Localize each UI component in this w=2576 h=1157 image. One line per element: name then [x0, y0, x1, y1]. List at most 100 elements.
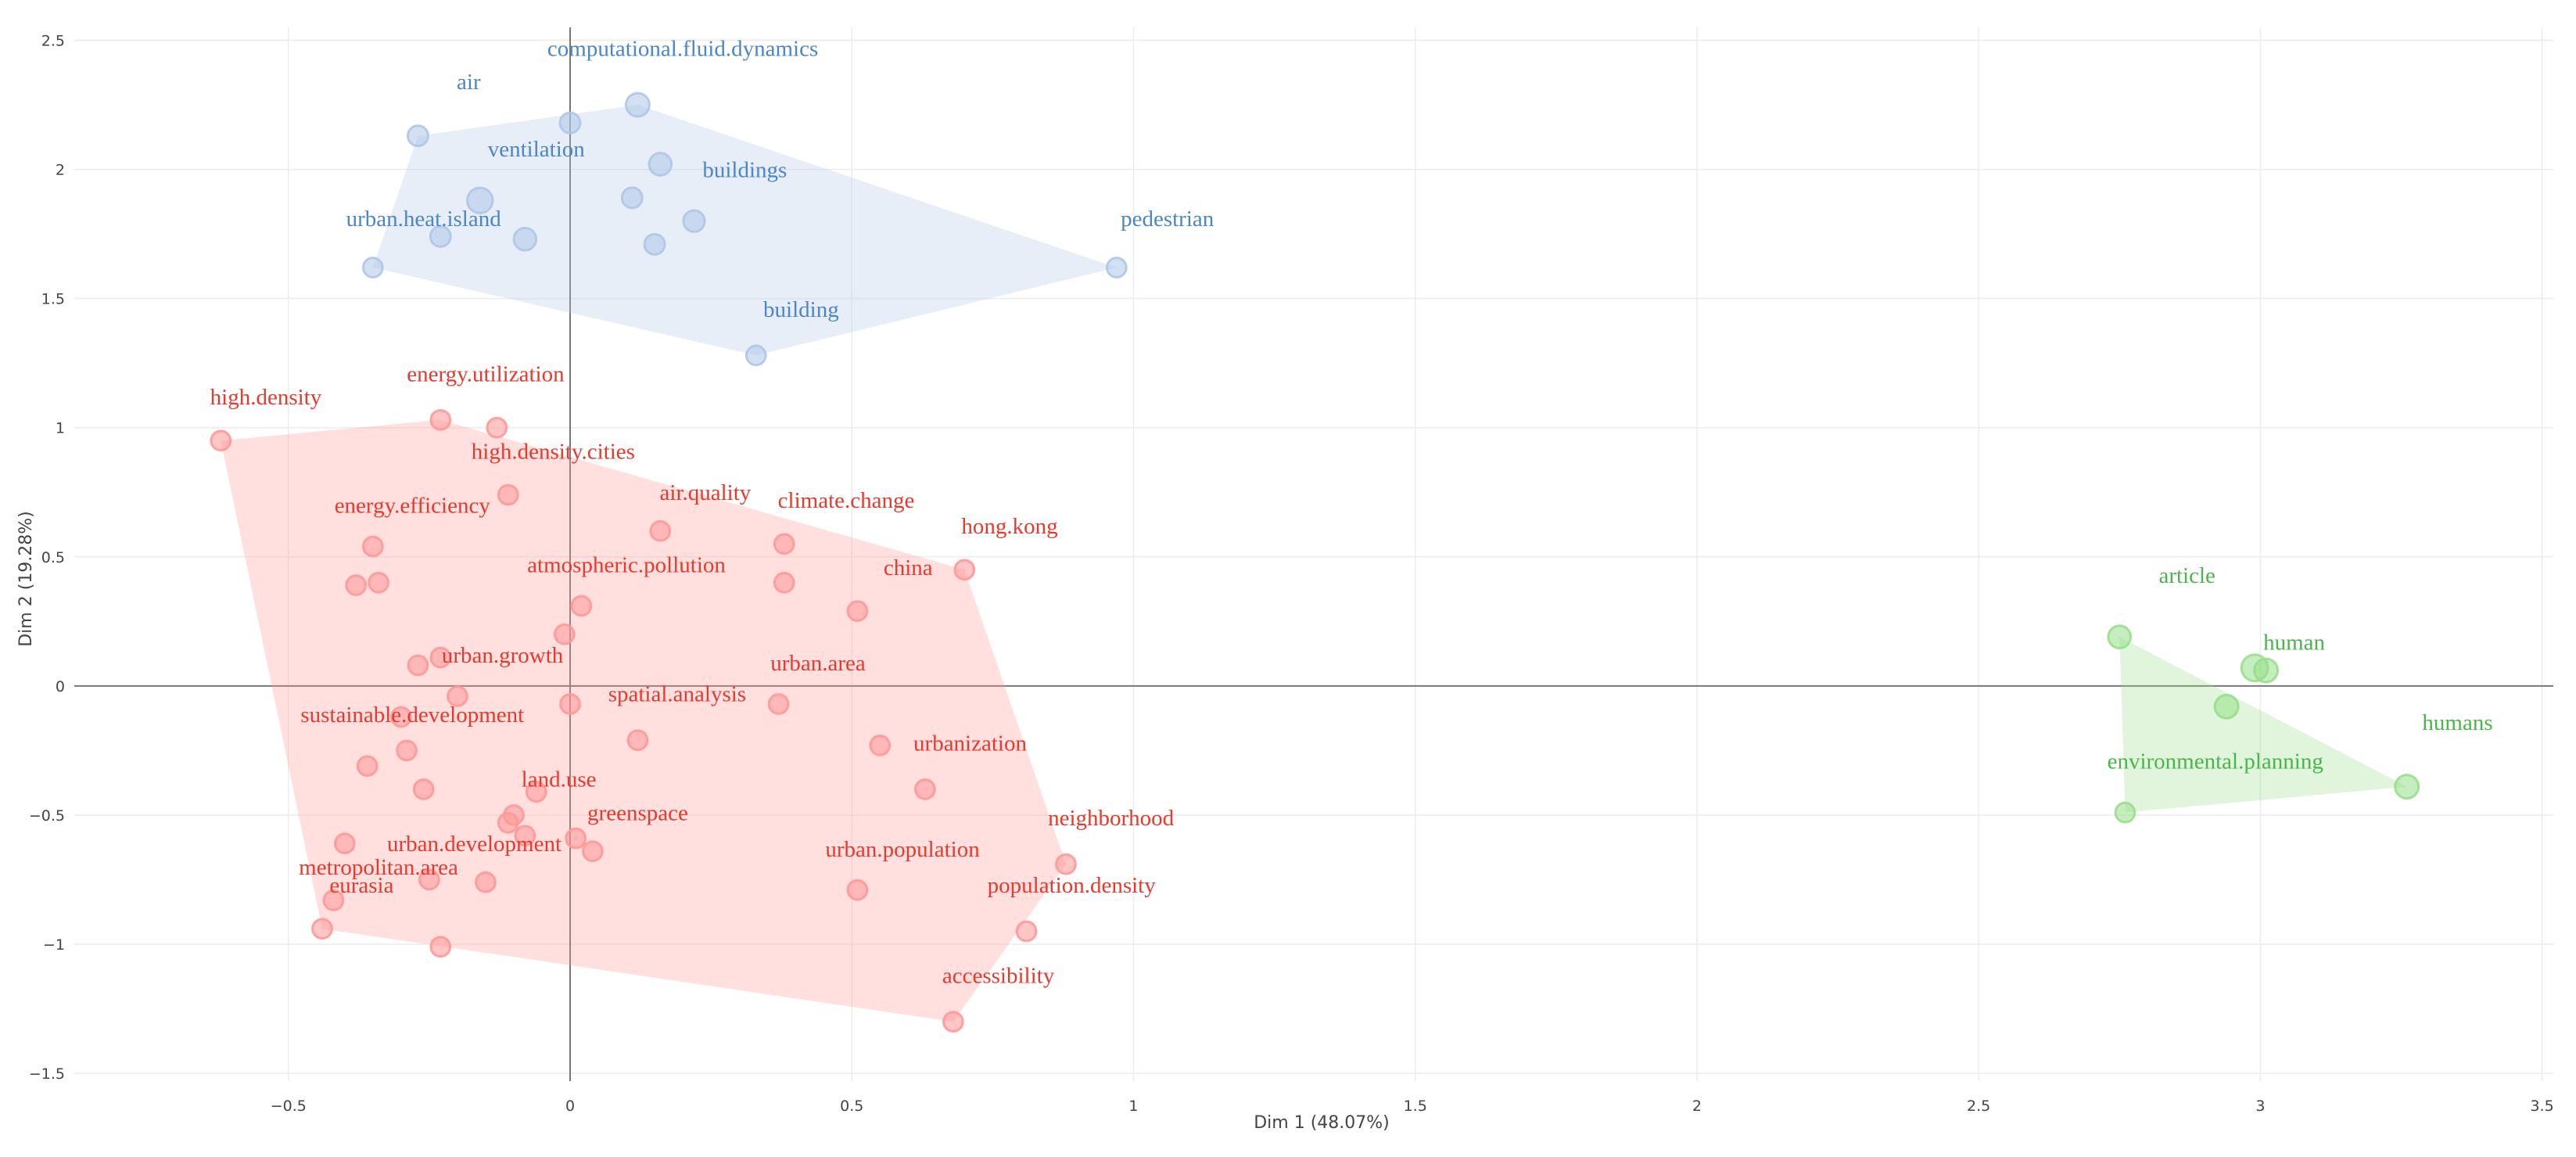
cluster-2-label: urban.growth [442, 643, 564, 668]
cluster-2-label: high.density [210, 385, 322, 410]
cluster-1-point [512, 226, 538, 252]
cluster-2-label: energy.utilization [407, 361, 565, 386]
y-tick-label: −0.5 [29, 807, 65, 825]
cluster-2-label: neighborhood [1048, 806, 1175, 831]
cluster-2-point [429, 936, 452, 958]
cluster-2-point [914, 778, 936, 800]
y-tick-label: 1.5 [41, 291, 65, 308]
cluster-3-label: humans [2422, 710, 2492, 735]
cluster-2-point [333, 832, 356, 855]
cluster-2-point [412, 778, 435, 800]
cluster-1-point [465, 186, 494, 214]
y-axis-title: Dim 2 (19.28%) [16, 511, 36, 647]
cluster-2-label: greenspace [587, 801, 688, 826]
cluster-1-point [406, 124, 429, 148]
cluster-3-hull [2119, 637, 2407, 813]
cluster-2-point [311, 918, 333, 940]
cluster-2-point [570, 595, 593, 617]
cluster-2-point [953, 559, 976, 581]
cluster-1-label: pedestrian [1121, 207, 1214, 232]
cluster-2-point [626, 729, 649, 752]
cluster-1-point [643, 232, 666, 256]
x-axis-title: Dim 1 (48.07%) [1254, 1113, 1390, 1133]
cluster-2-point [497, 483, 519, 506]
cluster-1-point [648, 152, 673, 177]
cluster-2-point [407, 654, 429, 677]
cluster-2-point [767, 693, 790, 715]
cluster-2-point [429, 646, 452, 669]
cluster-2-point [396, 739, 418, 762]
data-points [210, 92, 2420, 1033]
cluster-2-point [356, 755, 379, 778]
y-tick-label: 0.5 [41, 549, 65, 566]
cluster-3-point [2213, 693, 2240, 720]
cluster-2-point [368, 571, 389, 594]
grid-lines [74, 27, 2553, 1081]
cluster-3-label: article [2158, 563, 2215, 588]
cluster-2-point [345, 574, 368, 596]
cluster-2-point [429, 408, 452, 431]
cluster-2-label: urbanization [913, 731, 1027, 756]
cluster-3-point [2107, 624, 2133, 649]
cluster-1-label: building [763, 297, 839, 322]
y-tick-label: −1.5 [29, 1065, 65, 1083]
cluster-1-point [1105, 257, 1128, 278]
cluster-2-point [773, 533, 795, 555]
cluster-2-point [210, 429, 232, 452]
x-tick-label: −0.5 [271, 1098, 307, 1115]
cluster-3-label: human [2263, 631, 2325, 656]
x-tick-label: 1.5 [1404, 1098, 1427, 1115]
x-tick-label: 3 [2255, 1098, 2265, 1115]
y-tick-label: 0 [56, 678, 65, 695]
cluster-2-point [361, 535, 384, 558]
cluster-3-point [2253, 657, 2280, 684]
cluster-2-point [565, 827, 587, 850]
cluster-2-point [773, 571, 795, 594]
cluster-1-point [625, 92, 651, 118]
cluster-2-label: population.density [988, 873, 1157, 898]
x-tick-label: 0 [565, 1098, 575, 1115]
y-tick-label: −1 [43, 936, 65, 954]
cluster-2-label: high.density.cities [472, 439, 635, 464]
cluster-2-label: air.quality [660, 480, 752, 505]
cluster-2-point [553, 623, 576, 645]
y-tick-label: 2 [56, 162, 65, 179]
cluster-1-point [682, 209, 706, 233]
cluster-1-point [429, 225, 452, 248]
x-tick-label: 0.5 [840, 1098, 863, 1115]
cluster-1-point [744, 344, 767, 367]
cluster-2-point [322, 889, 345, 911]
cluster-2-point [1055, 853, 1077, 875]
cluster-1-label: air [457, 70, 481, 95]
cluster-2-label: energy.efficiency [335, 494, 491, 519]
cluster-2-label: eurasia [329, 873, 393, 898]
x-tick-label: 2.5 [1967, 1098, 1990, 1115]
cluster-2-point [447, 685, 468, 707]
cluster-2-point [514, 825, 536, 847]
cluster-2-point [649, 519, 672, 542]
cluster-2-point [581, 840, 604, 863]
cluster-2-point [869, 734, 892, 756]
cluster-2-point [390, 706, 412, 728]
cluster-2-point [559, 693, 581, 715]
cluster-1-label: ventilation [488, 137, 586, 162]
cluster-1-point [558, 111, 582, 135]
tick-labels: −0.5 0 0.5 1 1.5 2 2.5 3 3.5 −1.5 −1 −0.5 0 0.5 1 1.5 2 2… [29, 33, 2554, 1115]
cluster-2-label: urban.population [825, 837, 980, 862]
y-tick-label: 1 [56, 420, 65, 437]
point-labels: computational.fluid.dynamics air ventilati… [210, 36, 2493, 988]
cluster-1-point [361, 257, 384, 278]
cluster-2-point [497, 812, 519, 834]
cluster-2-point [1015, 920, 1038, 943]
cluster-2-point [486, 416, 508, 439]
y-tick-label: 2.5 [41, 33, 65, 50]
cluster-2-label: urban.development [387, 832, 561, 857]
cluster-2-point [525, 781, 547, 803]
cluster-3-label: environmental.planning [2108, 749, 2323, 774]
x-tick-label: 3.5 [2530, 1098, 2553, 1115]
cluster-1-point [620, 186, 644, 210]
cluster-2-point [942, 1011, 964, 1033]
cluster-1-label: computational.fluid.dynamics [547, 36, 818, 61]
cluster-3-point [2394, 774, 2420, 800]
